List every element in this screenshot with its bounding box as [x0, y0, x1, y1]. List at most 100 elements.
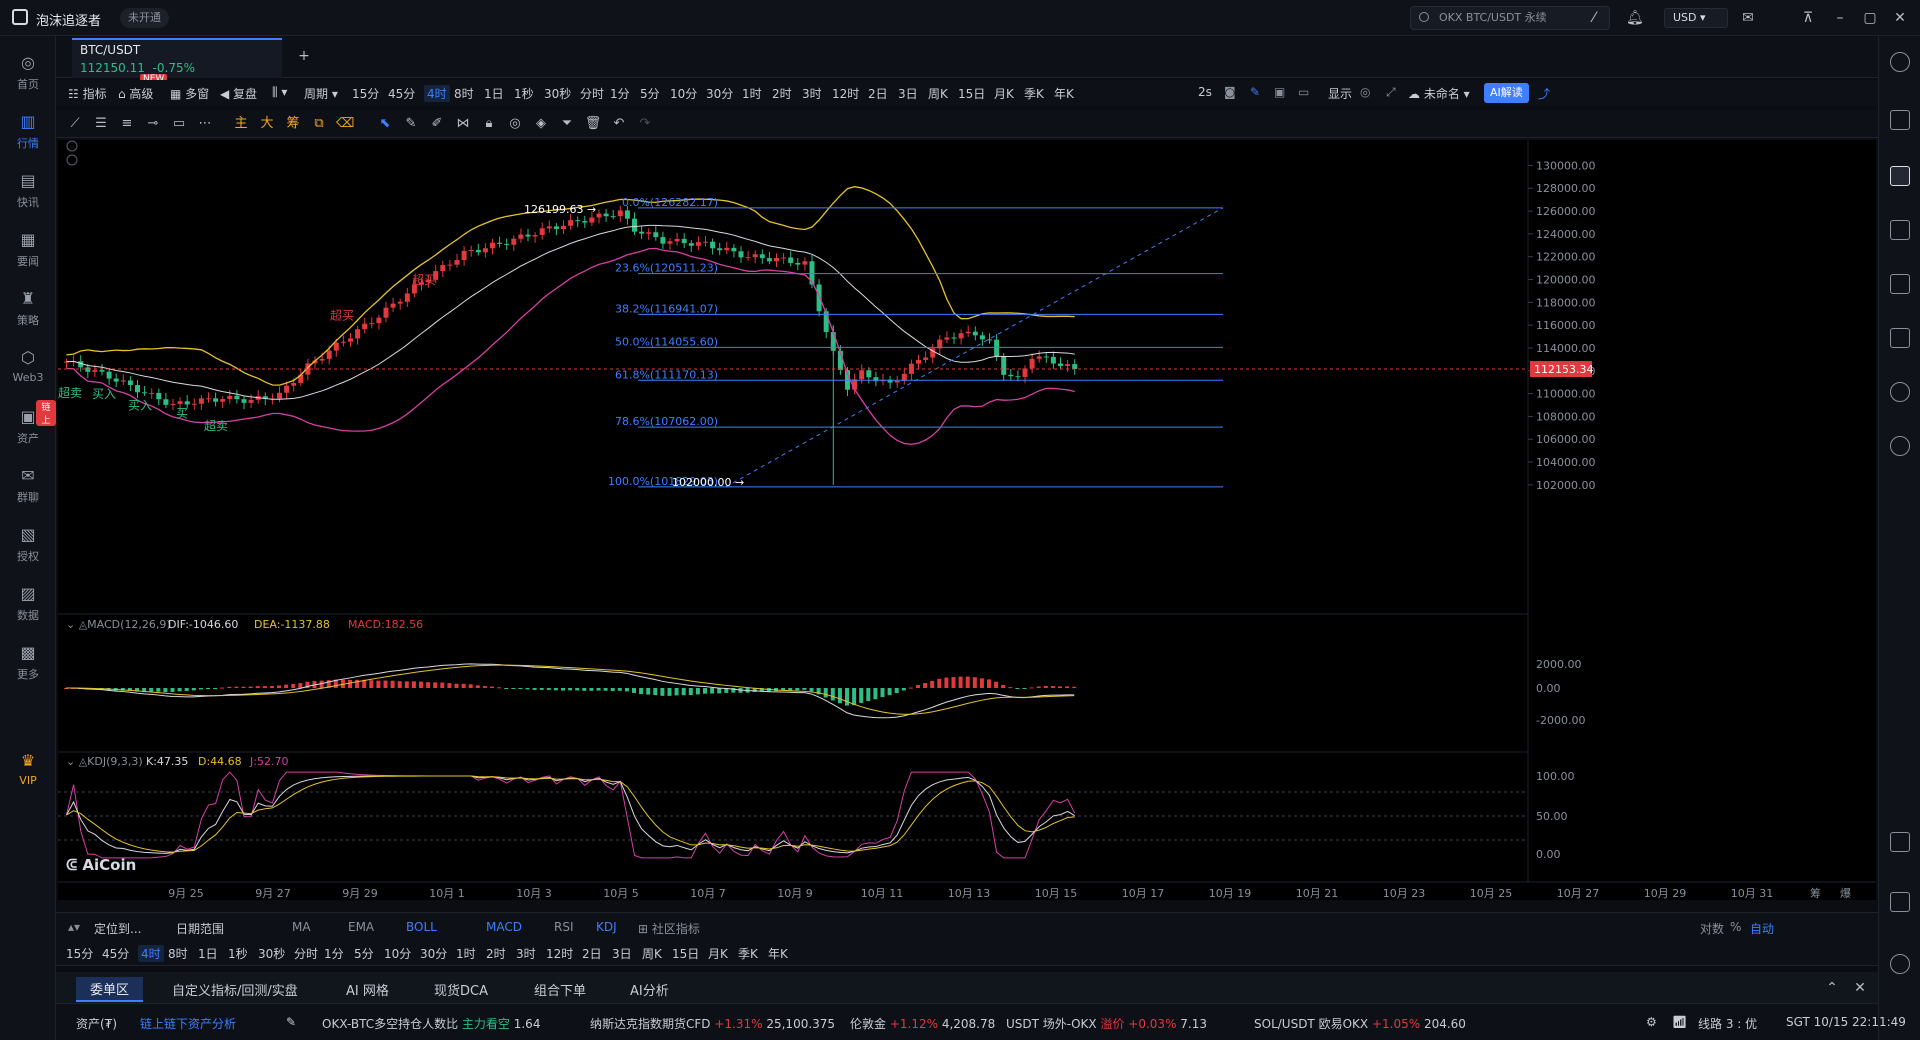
replay-button[interactable]: ◀ 复盘 [220, 87, 258, 101]
timeframe-12时[interactable]: 12时 [832, 87, 860, 101]
timeframe-分时[interactable]: 分时 [580, 87, 605, 101]
grid-icon[interactable] [1890, 832, 1910, 852]
visibility-icon[interactable]: ◎ [509, 116, 521, 131]
bottom-timeframe-30分[interactable]: 30分 [420, 947, 448, 961]
bottom-timeframe-月K[interactable]: 月K [708, 947, 728, 961]
nav-item-auth[interactable]: ▧ 授权 [0, 520, 56, 576]
bottom-timeframe-12时[interactable]: 12时 [546, 947, 574, 961]
timeframe-月K[interactable]: 月K [994, 87, 1014, 101]
display-button[interactable]: 显示 [1328, 87, 1353, 101]
nav-item-web3[interactable]: ⬡ Web3 [0, 343, 56, 399]
settings-icon[interactable]: ⚙ [1646, 1015, 1657, 1029]
pin-icon[interactable]: ⊼ [1802, 10, 1814, 26]
ray-tool-icon[interactable]: ⊸ [147, 116, 159, 131]
undo-icon[interactable]: ↶ [613, 116, 625, 131]
expand-icon[interactable]: ⌃ [1826, 980, 1838, 996]
nav-item-home[interactable]: ◎ 首页 [0, 48, 56, 104]
bottom-timeframe-1秒[interactable]: 1秒 [228, 947, 248, 961]
chips-tool[interactable]: 筹 [286, 116, 300, 131]
calendar-icon[interactable] [1890, 892, 1910, 912]
add-tab-icon[interactable]: + [298, 48, 310, 64]
document-icon[interactable] [1890, 110, 1910, 130]
scale-mode-0[interactable]: 对数 [1700, 922, 1725, 936]
timeframe-季K[interactable]: 季K [1024, 87, 1044, 101]
nav-item-market[interactable]: ▥ 行情 [0, 107, 56, 163]
bottom-timeframe-1分[interactable]: 1分 [324, 947, 344, 961]
locate-button[interactable]: 定位到... [94, 922, 142, 936]
timeframe-1秒[interactable]: 1秒 [514, 87, 534, 101]
robot-icon[interactable] [1890, 382, 1910, 402]
erase-icon[interactable]: ⌫ [336, 116, 355, 131]
big-tool[interactable]: 大 [260, 116, 274, 131]
dollar-icon[interactable] [1890, 166, 1910, 186]
trash-icon[interactable]: 🗑︎ [584, 116, 602, 131]
order-tab-1[interactable]: 自定义指标/回测/实盘 [172, 984, 298, 999]
slash-icon[interactable]: ⁄ [1592, 10, 1596, 26]
nav-item-strategy[interactable]: ♜ 策略 [0, 284, 56, 340]
filter-icon[interactable]: ⏷ [561, 116, 573, 131]
nav-item-data[interactable]: ▨ 数据 [0, 579, 56, 635]
more-tools-icon[interactable]: ⋯ [198, 116, 212, 131]
pen-icon[interactable]: ✎ [1250, 85, 1261, 99]
ruler-icon[interactable]: ✎ [405, 116, 417, 131]
order-tab-4[interactable]: 组合下单 [534, 984, 587, 999]
bottom-timeframe-10分[interactable]: 10分 [384, 947, 412, 961]
indicator-MA[interactable]: MA [292, 920, 311, 934]
close-panel-icon[interactable]: ✕ [1854, 980, 1866, 996]
share-icon[interactable]: ⤴ [1538, 87, 1551, 101]
bottom-timeframe-3日[interactable]: 3日 [612, 947, 632, 961]
main-tool[interactable]: 主 [234, 116, 248, 131]
brush-icon[interactable]: ✐ [431, 116, 443, 131]
timeframe-周K[interactable]: 周K [928, 87, 948, 101]
symbol-tab[interactable]: BTC/USDT 112150.11 -0.75% NEW [72, 38, 282, 84]
ticker-item[interactable]: 纳斯达克指数期货CFD +1.31% 25,100.375 [590, 1015, 835, 1032]
timeframe-年K[interactable]: 年K [1054, 87, 1074, 101]
timeframe-1日[interactable]: 1日 [484, 87, 504, 101]
nav-item-headline[interactable]: ▦ 要闻 [0, 225, 56, 281]
timeframe-2时[interactable]: 2时 [772, 87, 792, 101]
asset-label[interactable]: 资产(₮) [76, 1017, 117, 1031]
assistant-icon[interactable] [1890, 954, 1910, 974]
timeframe-4时[interactable]: 4时 [424, 85, 450, 102]
timeframe-1时[interactable]: 1时 [742, 87, 762, 101]
close-icon[interactable]: ✕ [1894, 10, 1906, 26]
timeframe-3时[interactable]: 3时 [802, 87, 822, 101]
bottom-timeframe-2日[interactable]: 2日 [582, 947, 602, 961]
minimize-icon[interactable]: – [1836, 10, 1844, 26]
bottom-timeframe-3时[interactable]: 3时 [516, 947, 536, 961]
bottom-timeframe-15分[interactable]: 15分 [66, 947, 94, 961]
ticker-item[interactable]: SOL/USDT 欧易OKX +1.05% 204.60 [1254, 1015, 1466, 1032]
compare-icon[interactable]: ⧉ [314, 116, 324, 131]
chart-type-icon[interactable]: ⫼ ▾ [272, 85, 288, 99]
scale-mode-1[interactable]: % [1730, 920, 1742, 934]
network-line[interactable]: 线路 3 : 优 [1698, 1017, 1758, 1031]
bottom-timeframe-季K[interactable]: 季K [738, 947, 758, 961]
timeframe-2日[interactable]: 2日 [868, 87, 888, 101]
timeframe-45分[interactable]: 45分 [388, 87, 416, 101]
ticker-item[interactable]: USDT 场外-OKX 溢价 +0.03% 7.13 [1006, 1015, 1207, 1032]
refresh-interval[interactable]: 2s [1198, 85, 1212, 99]
indicator-KDJ[interactable]: KDJ [596, 920, 617, 934]
bottom-timeframe-8时[interactable]: 8时 [168, 947, 188, 961]
magnet-icon[interactable]: ⋈ [456, 116, 470, 131]
multi-window-button[interactable]: ▦ 多窗 [170, 87, 210, 101]
timeframe-30分[interactable]: 30分 [706, 87, 734, 101]
timeframe-15分[interactable]: 15分 [352, 87, 380, 101]
timeframe-1分[interactable]: 1分 [610, 87, 630, 101]
bottom-timeframe-周K[interactable]: 周K [642, 947, 662, 961]
bottom-timeframe-分时[interactable]: 分时 [294, 947, 319, 961]
nav-item-asset[interactable]: ▣ 资产 链上 [0, 400, 56, 458]
cloud-layout-select[interactable]: ☁ 未命名 ▾ [1408, 87, 1470, 101]
scale-mode-2[interactable]: 自动 [1750, 922, 1775, 936]
order-tab-5[interactable]: AI分析 [630, 984, 669, 999]
ticker-item[interactable]: 伦敦金 +1.12% 4,208.78 [850, 1015, 995, 1032]
chart-area[interactable]: 130000.00 128000.00 126000.00 124000.00 1220… [58, 140, 1876, 900]
panel-icon[interactable] [1890, 328, 1910, 348]
indicator-社区指标[interactable]: ⊞ 社区指标 [638, 922, 700, 936]
timeframe-8时[interactable]: 8时 [454, 87, 474, 101]
timeframe-10分[interactable]: 10分 [670, 87, 698, 101]
currency-select[interactable]: USD ▾ [1664, 8, 1728, 28]
bottom-timeframe-年K[interactable]: 年K [768, 947, 788, 961]
status-badge[interactable]: 未开通 [120, 8, 169, 28]
layers-icon[interactable]: ◈ [536, 116, 546, 131]
